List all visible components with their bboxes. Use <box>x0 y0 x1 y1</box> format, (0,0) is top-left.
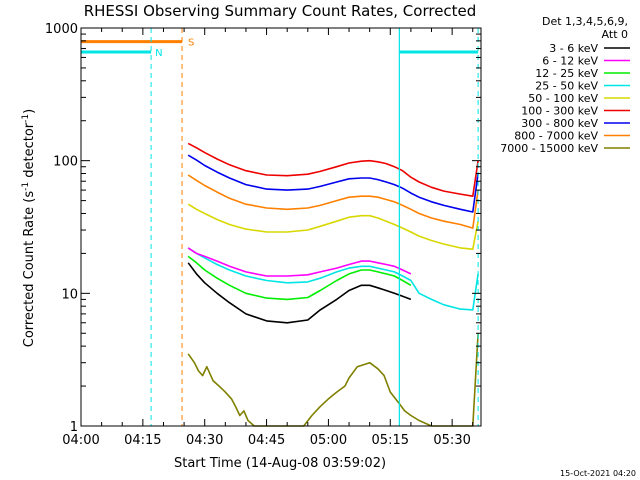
series-line-5 <box>187 203 479 250</box>
legend-label: 12 - 25 keV <box>535 67 598 80</box>
y-tick-label: 1 <box>70 420 78 435</box>
series-line-8 <box>187 174 479 229</box>
x-tick-label: 04:45 <box>248 433 285 448</box>
legend-label: 6 - 12 keV <box>542 55 598 68</box>
x-tick-label: 05:00 <box>310 433 347 448</box>
marker-layer: SN <box>81 28 479 426</box>
series-line-7 <box>187 154 479 213</box>
y-tick-label: 1000 <box>45 22 78 37</box>
legend-label: 800 - 7000 keV <box>514 130 598 143</box>
legend-label: 7000 - 15000 keV <box>500 142 598 155</box>
legend-label: 25 - 50 keV <box>535 80 598 93</box>
y-axis-title-end: ) <box>22 109 37 114</box>
x-tick-label: 05:15 <box>372 433 409 448</box>
y-axis-title-mid: detector <box>22 122 37 182</box>
orbit-marker-label: N <box>155 48 162 59</box>
axes-layer: 04:00 04:15 04:30 04:45 05:00 05:15 05:30 1 10 10… <box>45 22 481 448</box>
series-line-3 <box>187 255 412 301</box>
x-tick-label: 05:30 <box>433 433 470 448</box>
legend-label: 100 - 300 keV <box>521 105 598 118</box>
chart-title: RHESSI Observing Summary Count Rates, Co… <box>84 2 477 20</box>
legend-header-line2: Att 0 <box>602 28 628 41</box>
legend-header-line1: Det 1,3,4,5,6,9, <box>542 15 628 28</box>
series-line-1 <box>187 262 412 324</box>
attenuator-marker-label: S <box>188 38 194 49</box>
series-line-2 <box>187 247 412 277</box>
legend-label: 50 - 100 keV <box>528 92 598 105</box>
legend-label: 3 - 6 keV <box>549 42 598 55</box>
y-tick-label: 10 <box>61 287 78 302</box>
series-line-4 <box>187 247 479 311</box>
x-axis-title: Start Time (14-Aug-08 03:59:02) <box>174 456 386 471</box>
generation-timestamp: 15-Oct-2021 04:20 <box>560 469 636 478</box>
y-axis-title-exp1: -1 <box>21 182 31 191</box>
y-tick-label: 100 <box>53 155 78 170</box>
x-tick-label: 04:15 <box>124 433 161 448</box>
series-line-6 <box>187 142 479 197</box>
x-tick-label: 04:00 <box>62 433 99 448</box>
legend-label: 300 - 800 keV <box>521 117 598 130</box>
x-tick-label: 04:30 <box>186 433 223 448</box>
y-axis-title-main: Corrected Count Rate (s <box>22 191 37 348</box>
y-axis-title: Corrected Count Rate (s-1 detector-1) <box>21 109 37 347</box>
plot-frame <box>80 27 482 427</box>
series-layer <box>187 142 479 427</box>
series-line-9 <box>187 333 479 427</box>
y-axis-title-exp2: -1 <box>21 114 31 123</box>
